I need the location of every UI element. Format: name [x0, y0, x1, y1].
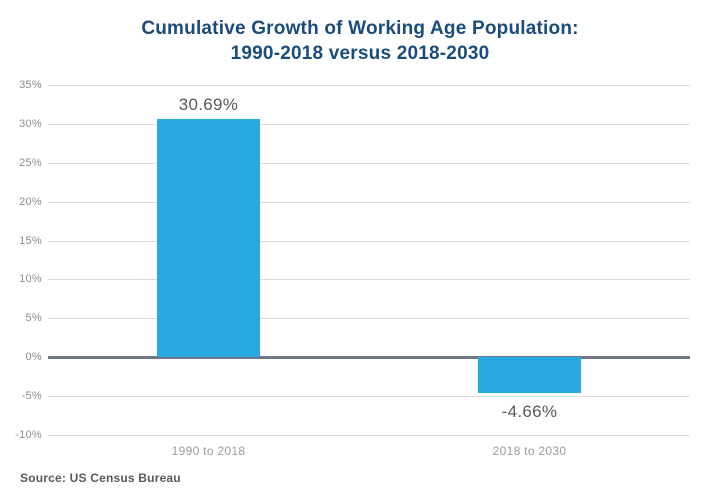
bar-2018-to-2030 [478, 357, 581, 394]
y-axis-tick-label: 25% [19, 156, 42, 169]
gridline [48, 279, 690, 281]
gridline [48, 85, 690, 86]
bar-value-label: -4.66% [501, 402, 558, 422]
gridline [48, 396, 690, 398]
y-axis-tick-label: 10% [19, 273, 42, 286]
gridline [48, 123, 690, 125]
plot-area: 35% 30% 25% 20% 15% 10% 5% 0% -5% -10% 30.69% 1990 … [15, 79, 690, 458]
source-note: Source: US Census Bureau [20, 471, 181, 485]
y-axis-tick-label: 15% [19, 234, 42, 247]
y-axis-tick-label: 30% [19, 117, 42, 130]
y-axis-tick-label: -10% [15, 429, 42, 441]
gridline [48, 201, 690, 203]
gridline [48, 162, 690, 164]
bar-1990-to-2018 [157, 118, 260, 358]
chart-title-line1: Cumulative Growth of Working Age Populat… [141, 18, 579, 39]
y-axis-tick-label: 20% [19, 195, 42, 208]
chart-title: Cumulative Growth of Working Age Populat… [0, 16, 720, 66]
zero-axis-line [48, 356, 690, 360]
x-axis-category-label: 2018 to 2030 [492, 444, 567, 458]
y-axis-tick-label: 0% [25, 351, 42, 364]
bar-value-label: 30.69% [178, 94, 239, 114]
gridline [48, 240, 690, 242]
gridline [48, 435, 690, 436]
y-axis-tick-label: -5% [21, 390, 42, 403]
chart-title-line2: 1990-2018 versus 2018-2030 [230, 43, 490, 64]
x-axis-category-label: 1990 to 2018 [171, 444, 246, 458]
gridline [48, 318, 690, 320]
y-axis-tick-label: 35% [19, 79, 42, 91]
y-axis-tick-label: 5% [25, 312, 42, 325]
